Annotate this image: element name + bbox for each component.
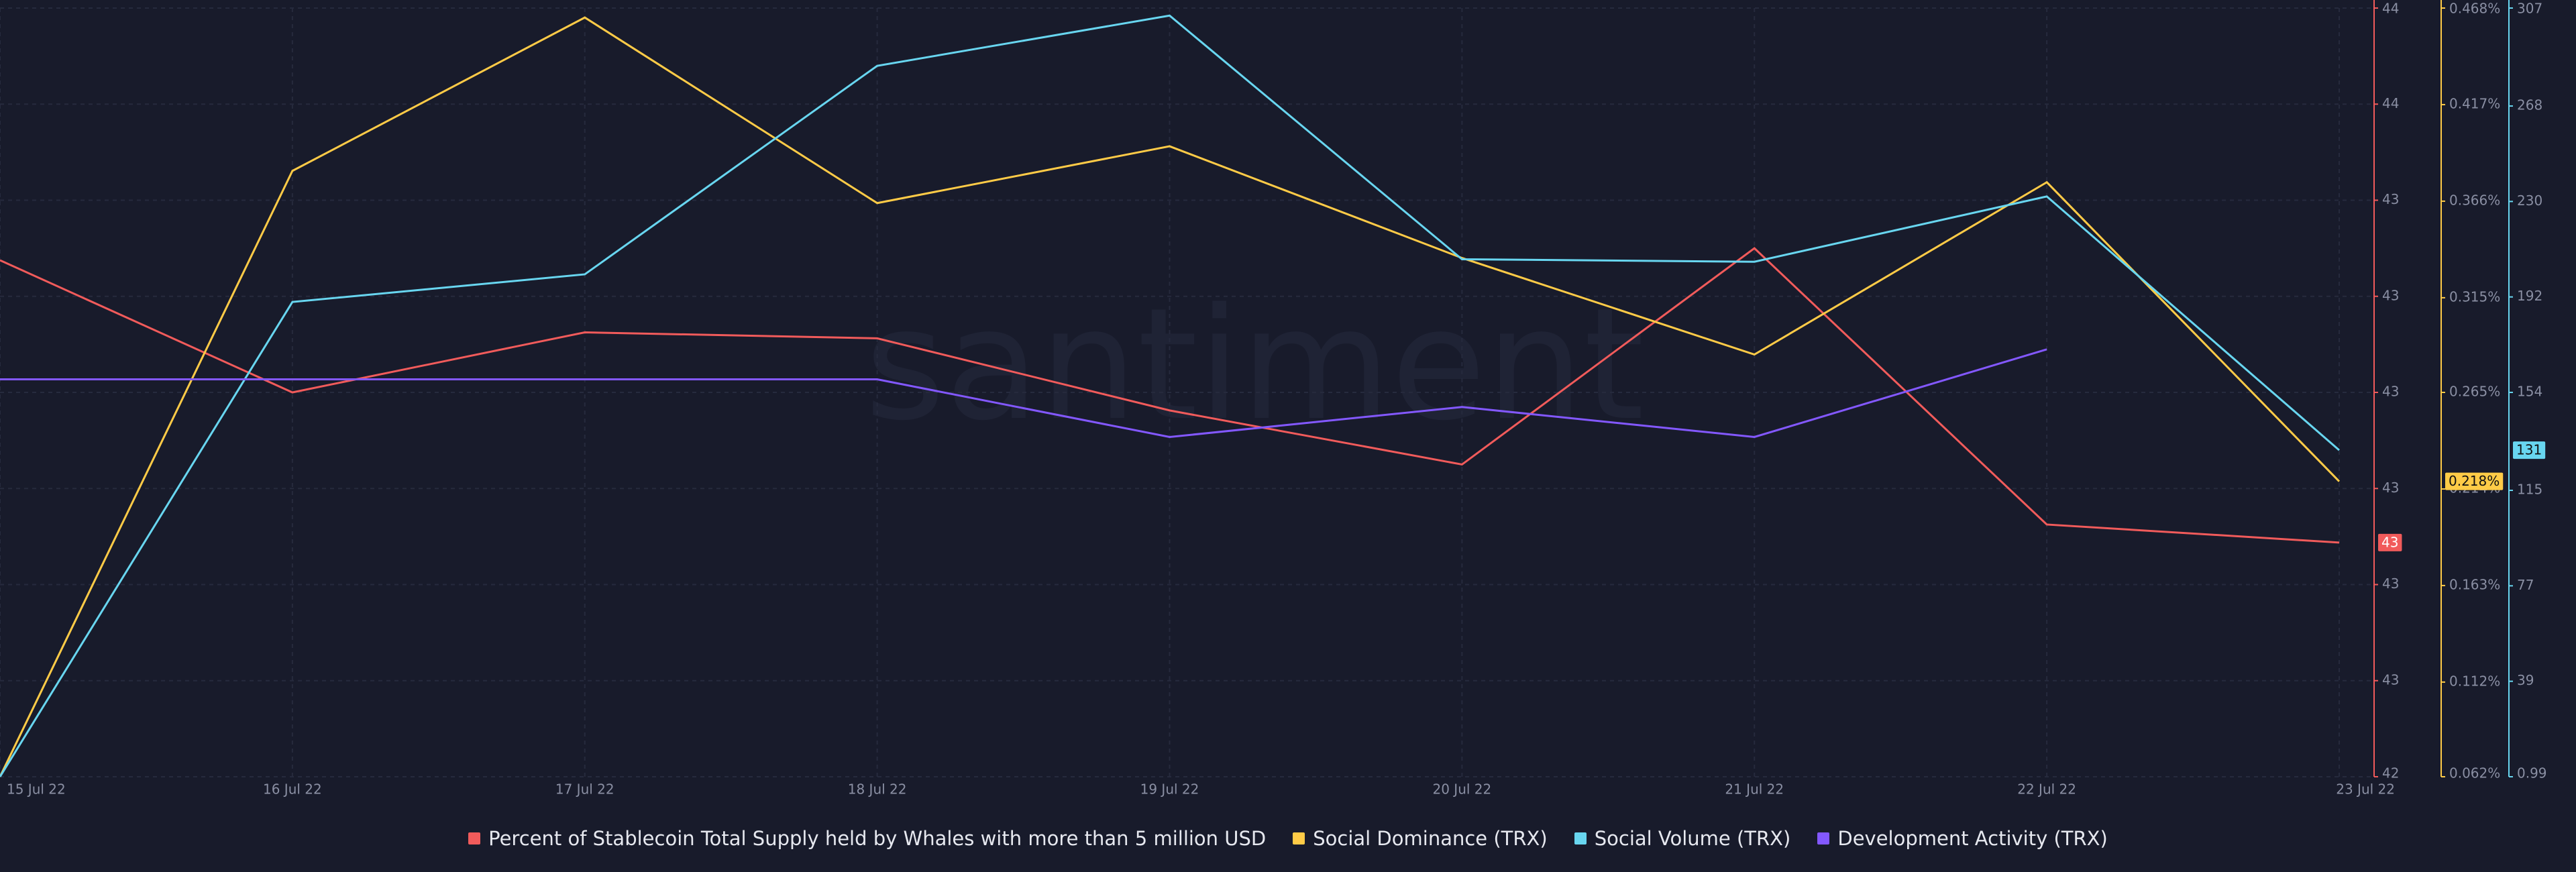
y-tick-label: 44 xyxy=(2382,95,2399,111)
series-line xyxy=(0,247,2340,544)
y-tick-label: 43 xyxy=(2382,191,2399,207)
x-tick-label: 23 Jul 22 xyxy=(2336,781,2395,798)
y-tick-label: 0.417% xyxy=(2449,95,2500,111)
legend-swatch xyxy=(1574,832,1587,844)
legend: Percent of Stablecoin Total Supply held … xyxy=(0,821,2576,856)
legend-swatch xyxy=(468,832,481,844)
y-tick-label: 0.163% xyxy=(2449,576,2500,592)
legend-label: Development Activity (TRX) xyxy=(1837,827,2108,850)
series-line xyxy=(0,16,2341,777)
legend-swatch xyxy=(1817,832,1830,844)
value-label-box xyxy=(2378,533,2402,551)
value-label-box xyxy=(2513,441,2546,459)
legend-label: Percent of Stablecoin Total Supply held … xyxy=(488,827,1267,850)
x-tick-label: 22 Jul 22 xyxy=(2017,781,2076,798)
y-tick-label: 43 xyxy=(2382,671,2399,688)
y-tick-label: 0.062% xyxy=(2449,765,2500,781)
legend-label: Social Volume (TRX) xyxy=(1594,827,1791,850)
y-tick-label: 0.99 xyxy=(2517,765,2547,781)
value-label-text: 0.218% xyxy=(2449,473,2500,489)
y-tick-label: 77 xyxy=(2517,577,2534,593)
series-line xyxy=(0,348,2047,438)
x-tick-label: 19 Jul 22 xyxy=(1140,781,1199,798)
x-tick-label: 16 Jul 22 xyxy=(263,781,322,798)
y-tick-label: 307 xyxy=(2517,1,2542,17)
x-tick-label: 15 Jul 22 xyxy=(7,781,66,798)
y-tick-label: 0.468% xyxy=(2449,1,2500,17)
value-label: 43 xyxy=(2378,533,2402,551)
y-tick-label: 43 xyxy=(2382,384,2399,400)
legend-swatch xyxy=(1293,832,1305,844)
value-label-box xyxy=(2445,472,2504,490)
y-tick-label: 43 xyxy=(2382,576,2399,592)
y-tick-label: 43 xyxy=(2382,480,2399,496)
legend-item[interactable]: Development Activity (TRX) xyxy=(1817,827,2108,850)
value-label-text: 43 xyxy=(2381,534,2398,550)
value-label: 131 xyxy=(2513,441,2546,459)
y-tick-label: 42 xyxy=(2382,765,2399,781)
legend-item[interactable]: Social Dominance (TRX) xyxy=(1293,827,1548,850)
y-tick-label: 154 xyxy=(2517,383,2542,399)
y-tick-label: 0.315% xyxy=(2449,288,2500,305)
series-line xyxy=(0,14,2340,777)
y-tick-label: 43 xyxy=(2382,287,2399,303)
x-tick-label: 17 Jul 22 xyxy=(555,781,614,798)
x-tick-label: 18 Jul 22 xyxy=(848,781,907,798)
y-tick-label: 39 xyxy=(2517,672,2534,688)
value-label: 0.218% xyxy=(2445,472,2504,490)
y-tick-label: 0.366% xyxy=(2449,192,2500,208)
legend-label: Social Dominance (TRX) xyxy=(1313,827,1548,850)
value-label-text: 131 xyxy=(2516,442,2542,458)
y-tick-label: 268 xyxy=(2517,97,2542,113)
y-tick-label: 115 xyxy=(2517,482,2542,498)
y-tick-label: 0.265% xyxy=(2449,384,2500,400)
y-tick-label: 230 xyxy=(2517,193,2542,209)
legend-item[interactable]: Percent of Stablecoin Total Supply held … xyxy=(468,827,1266,850)
y-tick-label: 192 xyxy=(2517,288,2542,304)
y-tick-label: 44 xyxy=(2382,1,2399,17)
legend-item[interactable]: Social Volume (TRX) xyxy=(1574,827,1791,850)
x-tick-label: 20 Jul 22 xyxy=(1433,781,1492,798)
y-tick-label: 0.112% xyxy=(2449,673,2500,689)
x-tick-label: 21 Jul 22 xyxy=(1725,781,1784,798)
